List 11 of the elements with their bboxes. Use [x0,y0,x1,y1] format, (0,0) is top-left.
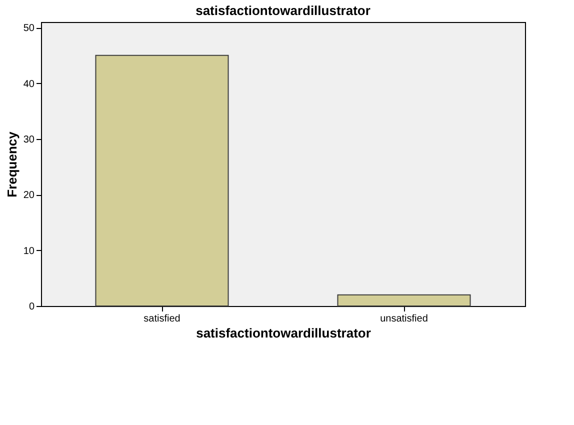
chart-title: satisfactiontowardillustrator [196,3,370,18]
y-tick-label: 50 [23,23,35,34]
y-tick-label: 10 [23,246,35,257]
y-axis-title: Frequency [4,130,20,198]
x-axis-title: satisfactiontowardillustrator [196,326,371,340]
y-tick-label: 0 [28,302,35,312]
y-tick-label: 40 [23,78,35,90]
x-tick-label: satisfied [144,314,180,324]
y-tick-label: 20 [23,190,35,202]
y-tick-label: 30 [23,134,35,146]
x-tick-label: unsatisfied [380,314,428,324]
